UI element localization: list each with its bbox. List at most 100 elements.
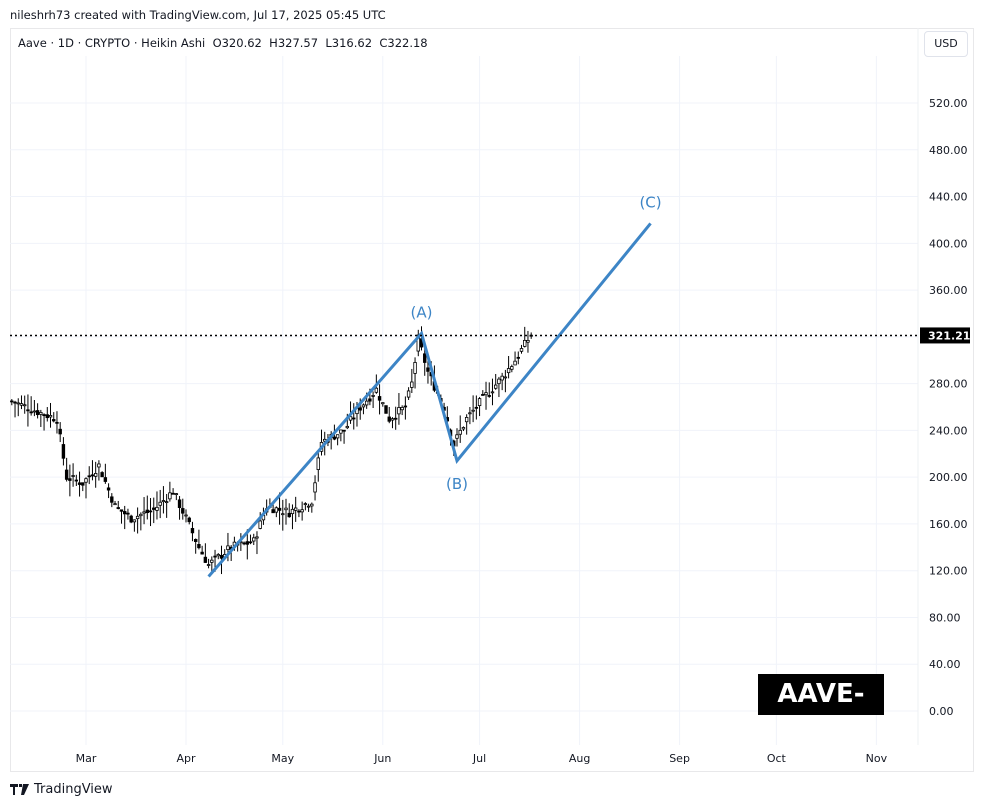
candle-body — [455, 434, 459, 439]
last-price-label-bg — [920, 327, 970, 344]
candle-body — [152, 507, 156, 510]
candle-body — [497, 378, 501, 385]
candle-body — [116, 507, 120, 509]
candle-body — [474, 406, 479, 409]
candle-body — [74, 479, 79, 482]
candle-body — [364, 400, 369, 406]
legend-open: O320.62 — [212, 36, 262, 50]
legend-high: H327.57 — [269, 36, 319, 50]
candle-body — [42, 414, 46, 417]
candle-body — [277, 507, 282, 511]
candle-body — [103, 477, 108, 482]
candle-body — [97, 463, 101, 468]
candle-body — [181, 508, 185, 514]
footer-brand: TradingView — [34, 782, 113, 797]
candle-body — [155, 506, 159, 511]
candle-body — [352, 417, 356, 420]
y-tick-label: 280.00 — [929, 378, 968, 391]
last-price-label: 321.21 — [928, 329, 970, 342]
candle-body — [164, 501, 169, 504]
candle-body — [84, 478, 88, 483]
time-axis[interactable]: Mar Apr May Jun Jul Aug Sep Oct Nov — [76, 752, 888, 765]
candle-body — [64, 469, 69, 480]
y-tick-label: 440.00 — [929, 191, 968, 204]
candle-body — [248, 541, 253, 544]
candle-body — [45, 414, 49, 419]
candle-body — [135, 515, 140, 520]
candle-body — [293, 507, 298, 511]
candle-body — [32, 410, 37, 413]
candle-body — [481, 394, 485, 396]
wave-label: (A) — [411, 303, 433, 321]
y-tick-label: 520.00 — [929, 97, 968, 110]
candle-body — [500, 375, 504, 381]
candle-body — [506, 368, 511, 374]
y-tick-label: 200.00 — [929, 471, 968, 484]
candle-body — [68, 478, 72, 481]
candle-body — [29, 411, 33, 414]
price-axis[interactable]: 520.00 480.00 440.00 400.00 360.00 280.00 240.… — [929, 97, 968, 718]
legend-symbol: Aave · 1D · CRYPTO · Heikin Ashi — [18, 36, 206, 50]
candle-body — [371, 395, 375, 397]
candle-body — [90, 474, 95, 477]
candle-body — [471, 409, 475, 412]
candle-body — [106, 487, 111, 491]
candle-body — [461, 427, 466, 430]
candle-body — [10, 400, 14, 403]
candle-body — [523, 339, 527, 347]
candle-body — [390, 418, 395, 421]
candle-body — [303, 503, 308, 506]
candle-body — [487, 395, 491, 397]
candle-body — [174, 493, 179, 496]
candle-body — [255, 536, 259, 539]
candle-body — [513, 360, 517, 366]
candle-body — [426, 367, 430, 372]
candle-body — [126, 512, 130, 515]
tradingview-footer[interactable]: TradingView — [10, 782, 113, 797]
candle-body — [48, 414, 53, 418]
candle-body — [123, 511, 127, 515]
candle-body — [55, 421, 59, 424]
candle-body — [77, 482, 82, 485]
candle-body — [342, 429, 346, 432]
candle-body — [129, 515, 133, 523]
candle-body — [374, 387, 379, 393]
candle-body — [258, 520, 262, 529]
candle-body — [274, 507, 279, 513]
legend-low: L316.62 — [325, 36, 373, 50]
wave-abc-line[interactable] — [207, 222, 652, 578]
candle-body — [177, 499, 182, 508]
candle-body — [287, 512, 291, 518]
candle-body — [400, 407, 404, 411]
candle-body — [19, 403, 24, 406]
candle-body — [339, 429, 343, 434]
candle-body — [358, 407, 362, 411]
candle-body — [494, 384, 498, 389]
candles — [10, 326, 533, 575]
candle-body — [381, 402, 385, 405]
candle-body — [71, 475, 75, 477]
candle-body — [281, 513, 285, 516]
x-tick-label: Jul — [472, 752, 486, 765]
candle-body — [145, 509, 149, 514]
candle-body — [58, 428, 62, 435]
x-tick-label: Sep — [669, 752, 690, 765]
candle-body — [519, 348, 524, 352]
candle-body — [403, 405, 408, 408]
wave-label: (B) — [446, 475, 468, 493]
tradingview-logo-icon — [10, 783, 29, 795]
candle-body — [142, 511, 146, 514]
candle-body — [119, 509, 124, 512]
candle-body — [158, 501, 162, 506]
candle-body — [200, 551, 204, 555]
candle-body — [468, 412, 472, 415]
chart-credit: nileshrh73 created with TradingView.com,… — [10, 8, 386, 22]
currency-button[interactable]: USD — [924, 31, 968, 57]
candle-body — [61, 444, 66, 459]
candle-body — [393, 417, 398, 420]
candle-body — [284, 507, 288, 511]
symbol-watermark: AAVE-1D — [758, 674, 884, 750]
candle-body — [310, 503, 314, 507]
candle-body — [477, 398, 482, 407]
